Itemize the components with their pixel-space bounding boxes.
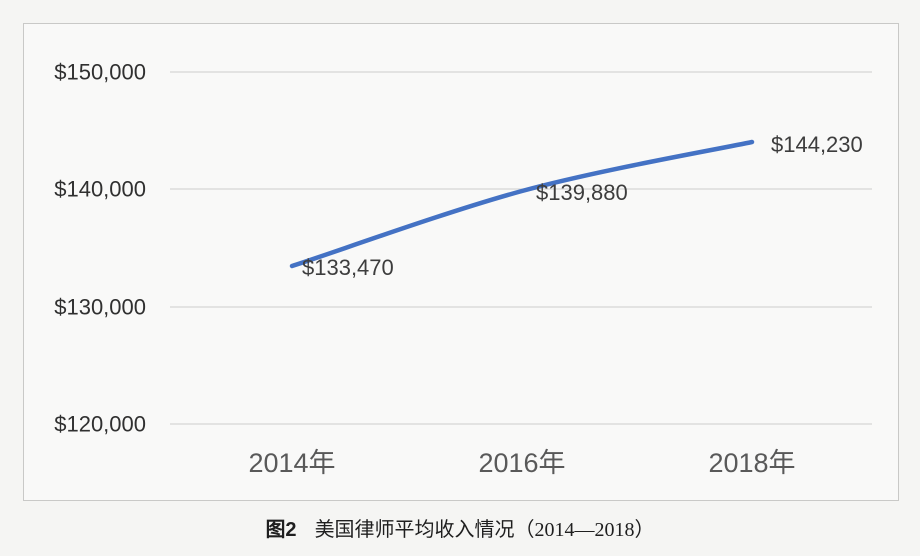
y-tick-120000: $120,000 [54,411,146,436]
gridlines [170,71,872,425]
caption-title: 美国律师平均收入情况（2014—2018） [314,519,655,541]
x-axis-labels: 2014年 2016年 2018年 [248,448,795,478]
data-label-2016: $139,880 [536,180,628,205]
data-label-2018: $144,230 [771,132,863,157]
caption-figure-number: 图2 [265,519,297,541]
x-label-2016: 2016年 [478,448,565,478]
data-label-2014: $133,470 [302,255,394,280]
data-labels: $133,470 $139,880 $144,230 [302,132,863,280]
y-tick-130000: $130,000 [54,294,146,319]
y-axis-labels: $150,000 $140,000 $130,000 $120,000 [54,59,146,436]
x-label-2018: 2018年 [708,448,795,478]
chart-area: $150,000 $140,000 $130,000 $120,000 2014… [23,23,899,501]
y-tick-140000: $140,000 [54,176,146,201]
x-label-2014: 2014年 [248,448,335,478]
income-series-line [289,139,755,269]
y-tick-150000: $150,000 [54,59,146,84]
figure-caption: 图2 美国律师平均收入情况（2014—2018） [0,515,920,545]
income-line-chart: $150,000 $140,000 $130,000 $120,000 2014… [54,59,872,478]
